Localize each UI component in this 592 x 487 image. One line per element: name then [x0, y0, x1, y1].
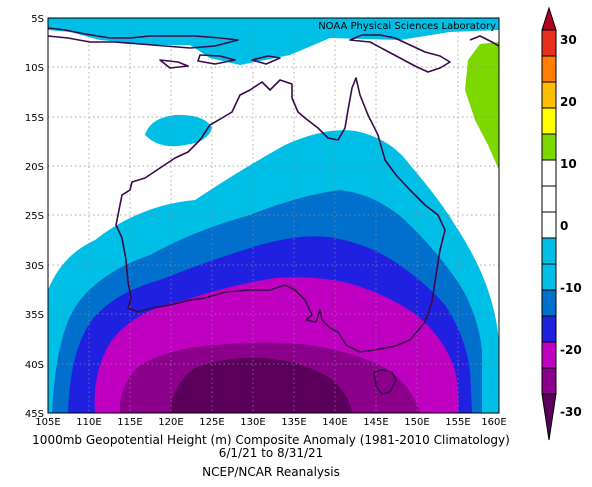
lat-tick-label: 35S	[25, 310, 44, 321]
colorbar-label: 0	[560, 219, 568, 233]
colorbar-swatch	[541, 211, 557, 239]
caption-source: NCEP/NCAR Reanalysis	[202, 465, 340, 479]
lon-tick-label: 105E	[35, 417, 60, 428]
credit-label: NOAA Physical Sciences Laboratory	[318, 21, 496, 32]
colorbar-swatch	[541, 159, 557, 187]
caption-title: 1000mb Geopotential Height (m) Composite…	[32, 433, 510, 447]
colorbar-bottom-arrow	[541, 393, 557, 441]
lon-tick-label: 110E	[76, 417, 101, 428]
map-grid	[48, 18, 499, 413]
colorbar-label: -10	[560, 281, 582, 295]
colorbar-swatch	[541, 55, 557, 83]
lon-tick-label: 140E	[322, 417, 347, 428]
contour-east-green	[465, 42, 499, 170]
coastline-australia	[115, 77, 446, 353]
lon-tick-label: 155E	[445, 417, 470, 428]
colorbar-label: 30	[560, 33, 577, 47]
coastline-new-guinea	[349, 34, 451, 73]
lon-tick-label: 135E	[281, 417, 306, 428]
colorbar-swatch	[541, 289, 557, 317]
colorbar-swatch	[541, 29, 557, 57]
colorbar-swatch	[541, 237, 557, 265]
colorbar-swatch	[541, 81, 557, 109]
lon-tick-label: 115E	[117, 417, 142, 428]
colorbar-swatch	[541, 263, 557, 291]
contour-north-cyan	[48, 18, 499, 65]
colorbar-swatch	[541, 133, 557, 161]
coastlines	[48, 27, 499, 395]
coastline-nz-north	[469, 35, 499, 47]
map-frame	[47, 17, 500, 414]
coastline-tasmania	[373, 369, 397, 395]
lon-tick-label: 160E	[481, 417, 506, 428]
lon-tick-label: 130E	[240, 417, 265, 428]
colorbar-label: 20	[560, 95, 577, 109]
lat-tick-label: 5S	[31, 14, 44, 25]
lon-tick-label: 120E	[158, 417, 183, 428]
lat-tick-label: 20S	[25, 162, 44, 173]
lon-tick-label: 150E	[404, 417, 429, 428]
colorbar-swatch	[541, 185, 557, 213]
colorbar-labels: 30 20 10 0 -10 -20 -30	[560, 33, 582, 419]
colorbar	[541, 6, 557, 441]
lat-tick-label: 25S	[25, 211, 44, 222]
lon-axis: 105E 110E 115E 120E 125E 130E 135E 140E …	[35, 417, 506, 428]
lon-tick-label: 145E	[363, 417, 388, 428]
colorbar-swatch	[541, 315, 557, 343]
lat-tick-label: 10S	[25, 63, 44, 74]
colorbar-top-arrow	[541, 6, 557, 31]
colorbar-label: -30	[560, 405, 582, 419]
map-plot-area	[48, 18, 499, 413]
coastline-indonesia	[48, 27, 281, 69]
colorbar-label: 10	[560, 157, 577, 171]
colorbar-swatch	[541, 367, 557, 395]
colorbar-swatch	[541, 107, 557, 135]
lat-tick-label: 40S	[25, 360, 44, 371]
colorbar-label: -20	[560, 343, 582, 357]
lon-tick-label: 125E	[199, 417, 224, 428]
lat-tick-label: 45S	[25, 409, 44, 420]
contour-blob-cyan	[145, 114, 212, 147]
contour-main-darkest	[170, 357, 352, 413]
lat-axis: 5S 10S 15S 20S 25S 30S 35S 40S 45S	[25, 14, 44, 420]
caption-dates: 6/1/21 to 8/31/21	[219, 446, 324, 460]
lat-tick-label: 30S	[25, 261, 44, 272]
lat-tick-label: 15S	[25, 113, 44, 124]
colorbar-swatch	[541, 341, 557, 369]
